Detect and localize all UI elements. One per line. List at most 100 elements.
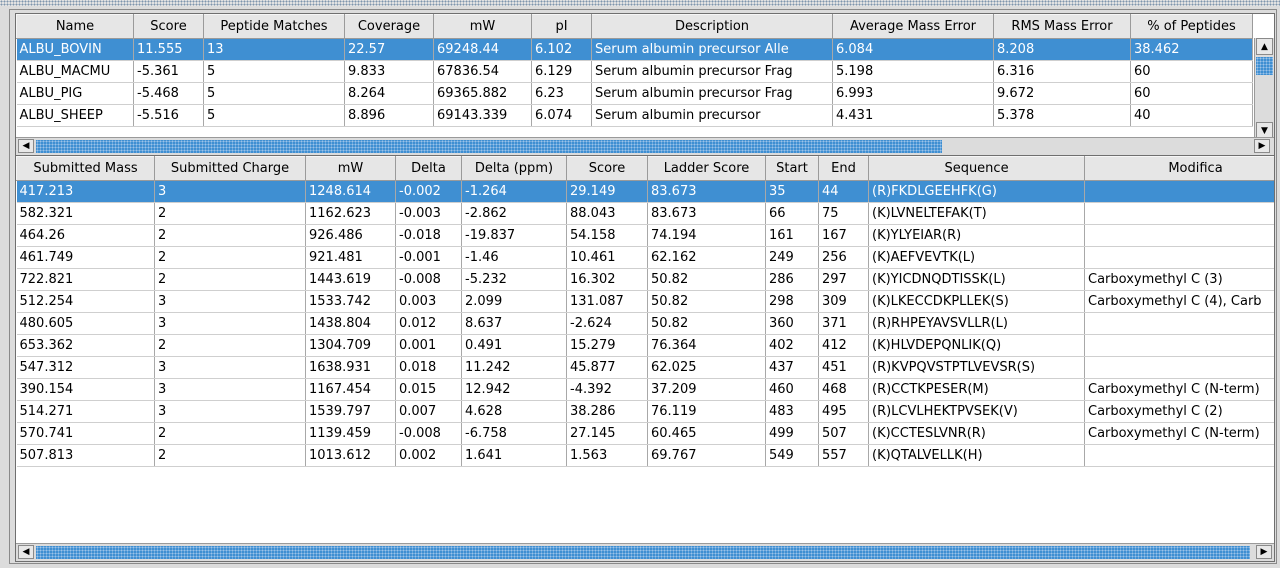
protein-col-header-of-peptides[interactable]: % of Peptides <box>1130 14 1253 39</box>
peptide-cell-sequence: (K)AEFVEVTK(L) <box>868 246 1085 269</box>
peptide-cell-ladder-score: 76.119 <box>647 400 766 423</box>
protein-cell-peptide-matches: 5 <box>203 82 345 105</box>
peptide-cell-submitted-mass: 570.741 <box>16 422 155 445</box>
protein-cell-of-peptides: 38.462 <box>1130 38 1253 61</box>
peptide-col-header-sequence[interactable]: Sequence <box>868 156 1085 181</box>
peptide-cell-mw: 1304.709 <box>305 334 396 357</box>
protein-table-row[interactable]: ALBU_BOVIN 11.555 13 22.57 69248.44 6.102 Seru… <box>16 38 1253 61</box>
peptide-table-row[interactable]: 514.271 3 1539.797 0.007 4.628 38.286 76.119 48… <box>16 400 1274 423</box>
peptide-cell-submitted-mass: 464.26 <box>16 224 155 247</box>
peptide-col-header-ladder-score[interactable]: Ladder Score <box>647 156 766 181</box>
peptide-cell-delta-ppm: 8.637 <box>461 312 567 335</box>
peptide-cell-mw: 1139.459 <box>305 422 396 445</box>
peptide-table-row[interactable]: 722.821 2 1443.619 -0.008 -5.232 16.302 50.82 2… <box>16 268 1274 291</box>
peptide-cell-submitted-charge: 2 <box>154 444 306 467</box>
peptide-col-header-score[interactable]: Score <box>566 156 648 181</box>
peptide-cell-sequence: (K)CCTESLVNR(R) <box>868 422 1085 445</box>
peptide-col-header-delta-ppm[interactable]: Delta (ppm) <box>461 156 567 181</box>
peptide-cell-end: 412 <box>818 334 869 357</box>
protein-horizontal-scrollbar[interactable]: ◀ ▶ <box>16 137 1274 155</box>
protein-col-header-peptide-matches[interactable]: Peptide Matches <box>203 14 345 39</box>
arrow-up-icon[interactable]: ▲ <box>1256 38 1273 55</box>
protein-col-header-score[interactable]: Score <box>133 14 204 39</box>
protein-cell-peptide-matches: 5 <box>203 60 345 83</box>
protein-cell-mw: 67836.54 <box>433 60 532 83</box>
peptide-cell-delta-ppm: -6.758 <box>461 422 567 445</box>
peptide-col-header-delta[interactable]: Delta <box>395 156 462 181</box>
protein-col-header-mw[interactable]: mW <box>433 14 532 39</box>
arrow-left-icon[interactable]: ◀ <box>18 139 34 153</box>
peptide-col-header-submitted-charge[interactable]: Submitted Charge <box>154 156 306 181</box>
peptide-table-row[interactable]: 461.749 2 921.481 -0.001 -1.46 10.461 62.162 24… <box>16 246 1274 269</box>
protein-cell-pi: 6.23 <box>531 82 592 105</box>
peptide-col-header-end[interactable]: End <box>818 156 869 181</box>
peptide-col-header-start[interactable]: Start <box>765 156 819 181</box>
peptide-cell-submitted-charge: 3 <box>154 180 306 203</box>
protein-hscroll-thumb[interactable] <box>36 140 942 153</box>
peptide-table-row[interactable]: 390.154 3 1167.454 0.015 12.942 -4.392 37.209 4… <box>16 378 1274 401</box>
peptide-cell-submitted-mass: 547.312 <box>16 356 155 379</box>
protein-cell-description: Serum albumin precursor Alle <box>591 38 833 61</box>
peptide-table-row[interactable]: 512.254 3 1533.742 0.003 2.099 131.087 50.82 29… <box>16 290 1274 313</box>
peptide-cell-delta: 0.012 <box>395 312 462 335</box>
peptide-table: Submitted Mass Submitted Charge mW Delta Del… <box>16 156 1274 467</box>
peptide-table-row[interactable]: 507.813 2 1013.612 0.002 1.641 1.563 69.767 549… <box>16 444 1274 467</box>
peptide-table-row[interactable]: 464.26 2 926.486 -0.018 -19.837 54.158 74.194 1… <box>16 224 1274 247</box>
peptide-cell-submitted-mass: 417.213 <box>16 180 155 203</box>
protein-vertical-scrollbar[interactable]: ▲ ▼ <box>1254 38 1274 140</box>
protein-col-header-rms-mass-error[interactable]: RMS Mass Error <box>993 14 1131 39</box>
peptide-cell-delta-ppm: 12.942 <box>461 378 567 401</box>
peptide-cell-delta: 0.018 <box>395 356 462 379</box>
protein-cell-pi: 6.129 <box>531 60 592 83</box>
peptide-cell-submitted-mass: 390.154 <box>16 378 155 401</box>
protein-col-header-name[interactable]: Name <box>16 14 134 39</box>
peptide-hscroll-thumb[interactable] <box>36 546 1250 559</box>
peptide-table-row[interactable]: 547.312 3 1638.931 0.018 11.242 45.877 62.025 4… <box>16 356 1274 379</box>
peptide-cell-submitted-mass: 653.362 <box>16 334 155 357</box>
peptide-cell-submitted-mass: 722.821 <box>16 268 155 291</box>
protein-col-header-average-mass-error[interactable]: Average Mass Error <box>832 14 994 39</box>
peptide-cell-delta: 0.003 <box>395 290 462 313</box>
peptide-table-row[interactable]: 480.605 3 1438.804 0.012 8.637 -2.624 50.82 360… <box>16 312 1274 335</box>
protein-cell-of-peptides: 40 <box>1130 104 1253 127</box>
peptide-cell-delta: -0.008 <box>395 268 462 291</box>
protein-cell-description: Serum albumin precursor Frag <box>591 82 833 105</box>
peptide-horizontal-scrollbar[interactable]: ◀ ▶ <box>16 543 1274 561</box>
peptide-cell-delta-ppm: 11.242 <box>461 356 567 379</box>
peptide-cell-submitted-mass: 512.254 <box>16 290 155 313</box>
protein-table-row[interactable]: ALBU_MACMU -5.361 5 9.833 67836.54 6.129 Serum… <box>16 60 1253 83</box>
protein-cell-description: Serum albumin precursor Frag <box>591 60 833 83</box>
peptide-table-row[interactable]: 653.362 2 1304.709 0.001 0.491 15.279 76.364 40… <box>16 334 1274 357</box>
peptide-table-row[interactable]: 570.741 2 1139.459 -0.008 -6.758 27.145 60.465… <box>16 422 1274 445</box>
protein-col-header-coverage[interactable]: Coverage <box>344 14 434 39</box>
protein-vscroll-thumb[interactable] <box>1256 57 1273 75</box>
arrow-right-icon[interactable]: ▶ <box>1254 139 1270 153</box>
peptide-cell-ladder-score: 50.82 <box>647 268 766 291</box>
peptide-col-header-mw[interactable]: mW <box>305 156 396 181</box>
peptide-cell-delta-ppm: 4.628 <box>461 400 567 423</box>
peptide-cell-delta-ppm: -1.46 <box>461 246 567 269</box>
protein-table-row[interactable]: ALBU_PIG -5.468 5 8.264 69365.882 6.23 Serum a… <box>16 82 1253 105</box>
peptide-cell-submitted-charge: 2 <box>154 202 306 225</box>
peptide-cell-mw: 1638.931 <box>305 356 396 379</box>
protein-cell-mw: 69248.44 <box>433 38 532 61</box>
peptide-cell-sequence: (K)YLYEIAR(R) <box>868 224 1085 247</box>
peptide-cell-delta: -0.003 <box>395 202 462 225</box>
protein-col-header-pi[interactable]: pI <box>531 14 592 39</box>
peptide-col-header-modifica[interactable]: Modifica <box>1084 156 1274 181</box>
peptide-cell-end: 371 <box>818 312 869 335</box>
arrow-right-icon[interactable]: ▶ <box>1256 545 1272 559</box>
peptide-cell-ladder-score: 60.465 <box>647 422 766 445</box>
protein-cell-description: Serum albumin precursor <box>591 104 833 127</box>
peptide-cell-delta-ppm: 1.641 <box>461 444 567 467</box>
protein-cell-coverage: 8.896 <box>344 104 434 127</box>
protein-col-header-description[interactable]: Description <box>591 14 833 39</box>
peptide-cell-end: 256 <box>818 246 869 269</box>
peptide-cell-end: 451 <box>818 356 869 379</box>
peptide-table-row[interactable]: 582.321 2 1162.623 -0.003 -2.862 88.043 83.673… <box>16 202 1274 225</box>
arrow-left-icon[interactable]: ◀ <box>18 545 34 559</box>
protein-table-row[interactable]: ALBU_SHEEP -5.516 5 8.896 69143.339 6.074 Seru… <box>16 104 1253 127</box>
peptide-cell-mw: 1248.614 <box>305 180 396 203</box>
peptide-table-row[interactable]: 417.213 3 1248.614 -0.002 -1.264 29.149 83.673… <box>16 180 1274 203</box>
peptide-col-header-submitted-mass[interactable]: Submitted Mass <box>16 156 155 181</box>
